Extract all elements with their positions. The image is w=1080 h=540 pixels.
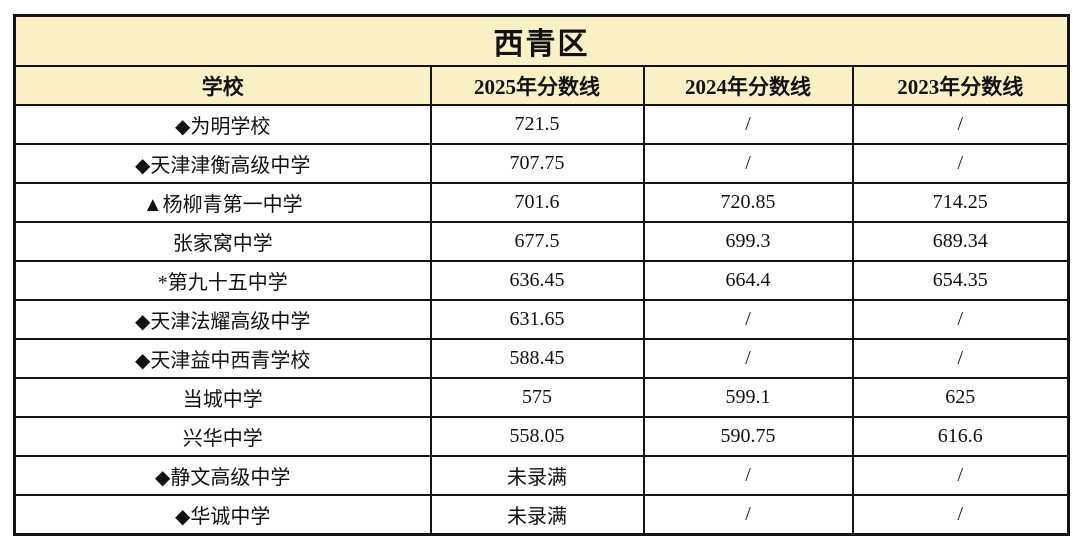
table-row: ◆华诚中学 未录满 / /	[13, 494, 1070, 535]
score-2023: /	[851, 494, 1070, 535]
table-row: ◆天津益中西青学校 588.45 / /	[13, 338, 1070, 379]
score-2023: 689.34	[851, 221, 1070, 262]
score-2024: 699.3	[642, 221, 854, 262]
school-name: 兴华中学	[13, 416, 432, 457]
score-2023: 714.25	[851, 182, 1070, 223]
score-2025: 677.5	[429, 221, 645, 262]
score-2023: /	[851, 299, 1070, 340]
score-2023: /	[851, 104, 1070, 145]
score-2025: 558.05	[429, 416, 645, 457]
score-2025: 588.45	[429, 338, 645, 379]
table-row: ◆为明学校 721.5 / /	[13, 104, 1070, 145]
col-header-2025: 2025年分数线	[429, 65, 645, 106]
school-name: 张家窝中学	[13, 221, 432, 262]
school-name: ◆为明学校	[13, 104, 432, 145]
school-name: ◆华诚中学	[13, 494, 432, 535]
score-table: 西青区 学校 2025年分数线 2024年分数线 2023年分数线 ◆为明学校 …	[13, 14, 1070, 536]
school-name: ◆静文高级中学	[13, 455, 432, 496]
score-2025: 631.65	[429, 299, 645, 340]
score-2025: 未录满	[429, 494, 645, 535]
score-2023: /	[851, 338, 1070, 379]
table-row: 张家窝中学 677.5 699.3 689.34	[13, 221, 1070, 262]
score-2023: /	[851, 143, 1070, 184]
col-header-school: 学校	[13, 65, 432, 106]
table-row: ◆静文高级中学 未录满 / /	[13, 455, 1070, 496]
school-name: 当城中学	[13, 377, 432, 418]
score-2024: 590.75	[642, 416, 854, 457]
score-2024: /	[642, 494, 854, 535]
table-row: 当城中学 575 599.1 625	[13, 377, 1070, 418]
score-2023: 625	[851, 377, 1070, 418]
table-title: 西青区	[13, 14, 1070, 67]
table-row: ▲杨柳青第一中学 701.6 720.85 714.25	[13, 182, 1070, 223]
score-2024: /	[642, 338, 854, 379]
score-2023: 654.35	[851, 260, 1070, 301]
score-2024: 720.85	[642, 182, 854, 223]
score-2023: 616.6	[851, 416, 1070, 457]
school-name: ◆天津津衡高级中学	[13, 143, 432, 184]
score-2025: 707.75	[429, 143, 645, 184]
score-2024: /	[642, 143, 854, 184]
table-title-row: 西青区	[13, 14, 1070, 67]
score-2025: 701.6	[429, 182, 645, 223]
score-2024: /	[642, 299, 854, 340]
score-2025: 575	[429, 377, 645, 418]
score-2025: 未录满	[429, 455, 645, 496]
table-row: 兴华中学 558.05 590.75 616.6	[13, 416, 1070, 457]
score-2025: 721.5	[429, 104, 645, 145]
school-name: ◆天津法耀高级中学	[13, 299, 432, 340]
table-row: ◆天津法耀高级中学 631.65 / /	[13, 299, 1070, 340]
table-header-row: 学校 2025年分数线 2024年分数线 2023年分数线	[13, 65, 1070, 106]
score-2024: 664.4	[642, 260, 854, 301]
table-row: ◆天津津衡高级中学 707.75 / /	[13, 143, 1070, 184]
score-2023: /	[851, 455, 1070, 496]
score-2025: 636.45	[429, 260, 645, 301]
score-2024: /	[642, 104, 854, 145]
table-row: *第九十五中学 636.45 664.4 654.35	[13, 260, 1070, 301]
school-name: *第九十五中学	[13, 260, 432, 301]
score-2024: /	[642, 455, 854, 496]
score-2024: 599.1	[642, 377, 854, 418]
col-header-2024: 2024年分数线	[642, 65, 854, 106]
col-header-2023: 2023年分数线	[851, 65, 1070, 106]
school-name: ▲杨柳青第一中学	[13, 182, 432, 223]
school-name: ◆天津益中西青学校	[13, 338, 432, 379]
